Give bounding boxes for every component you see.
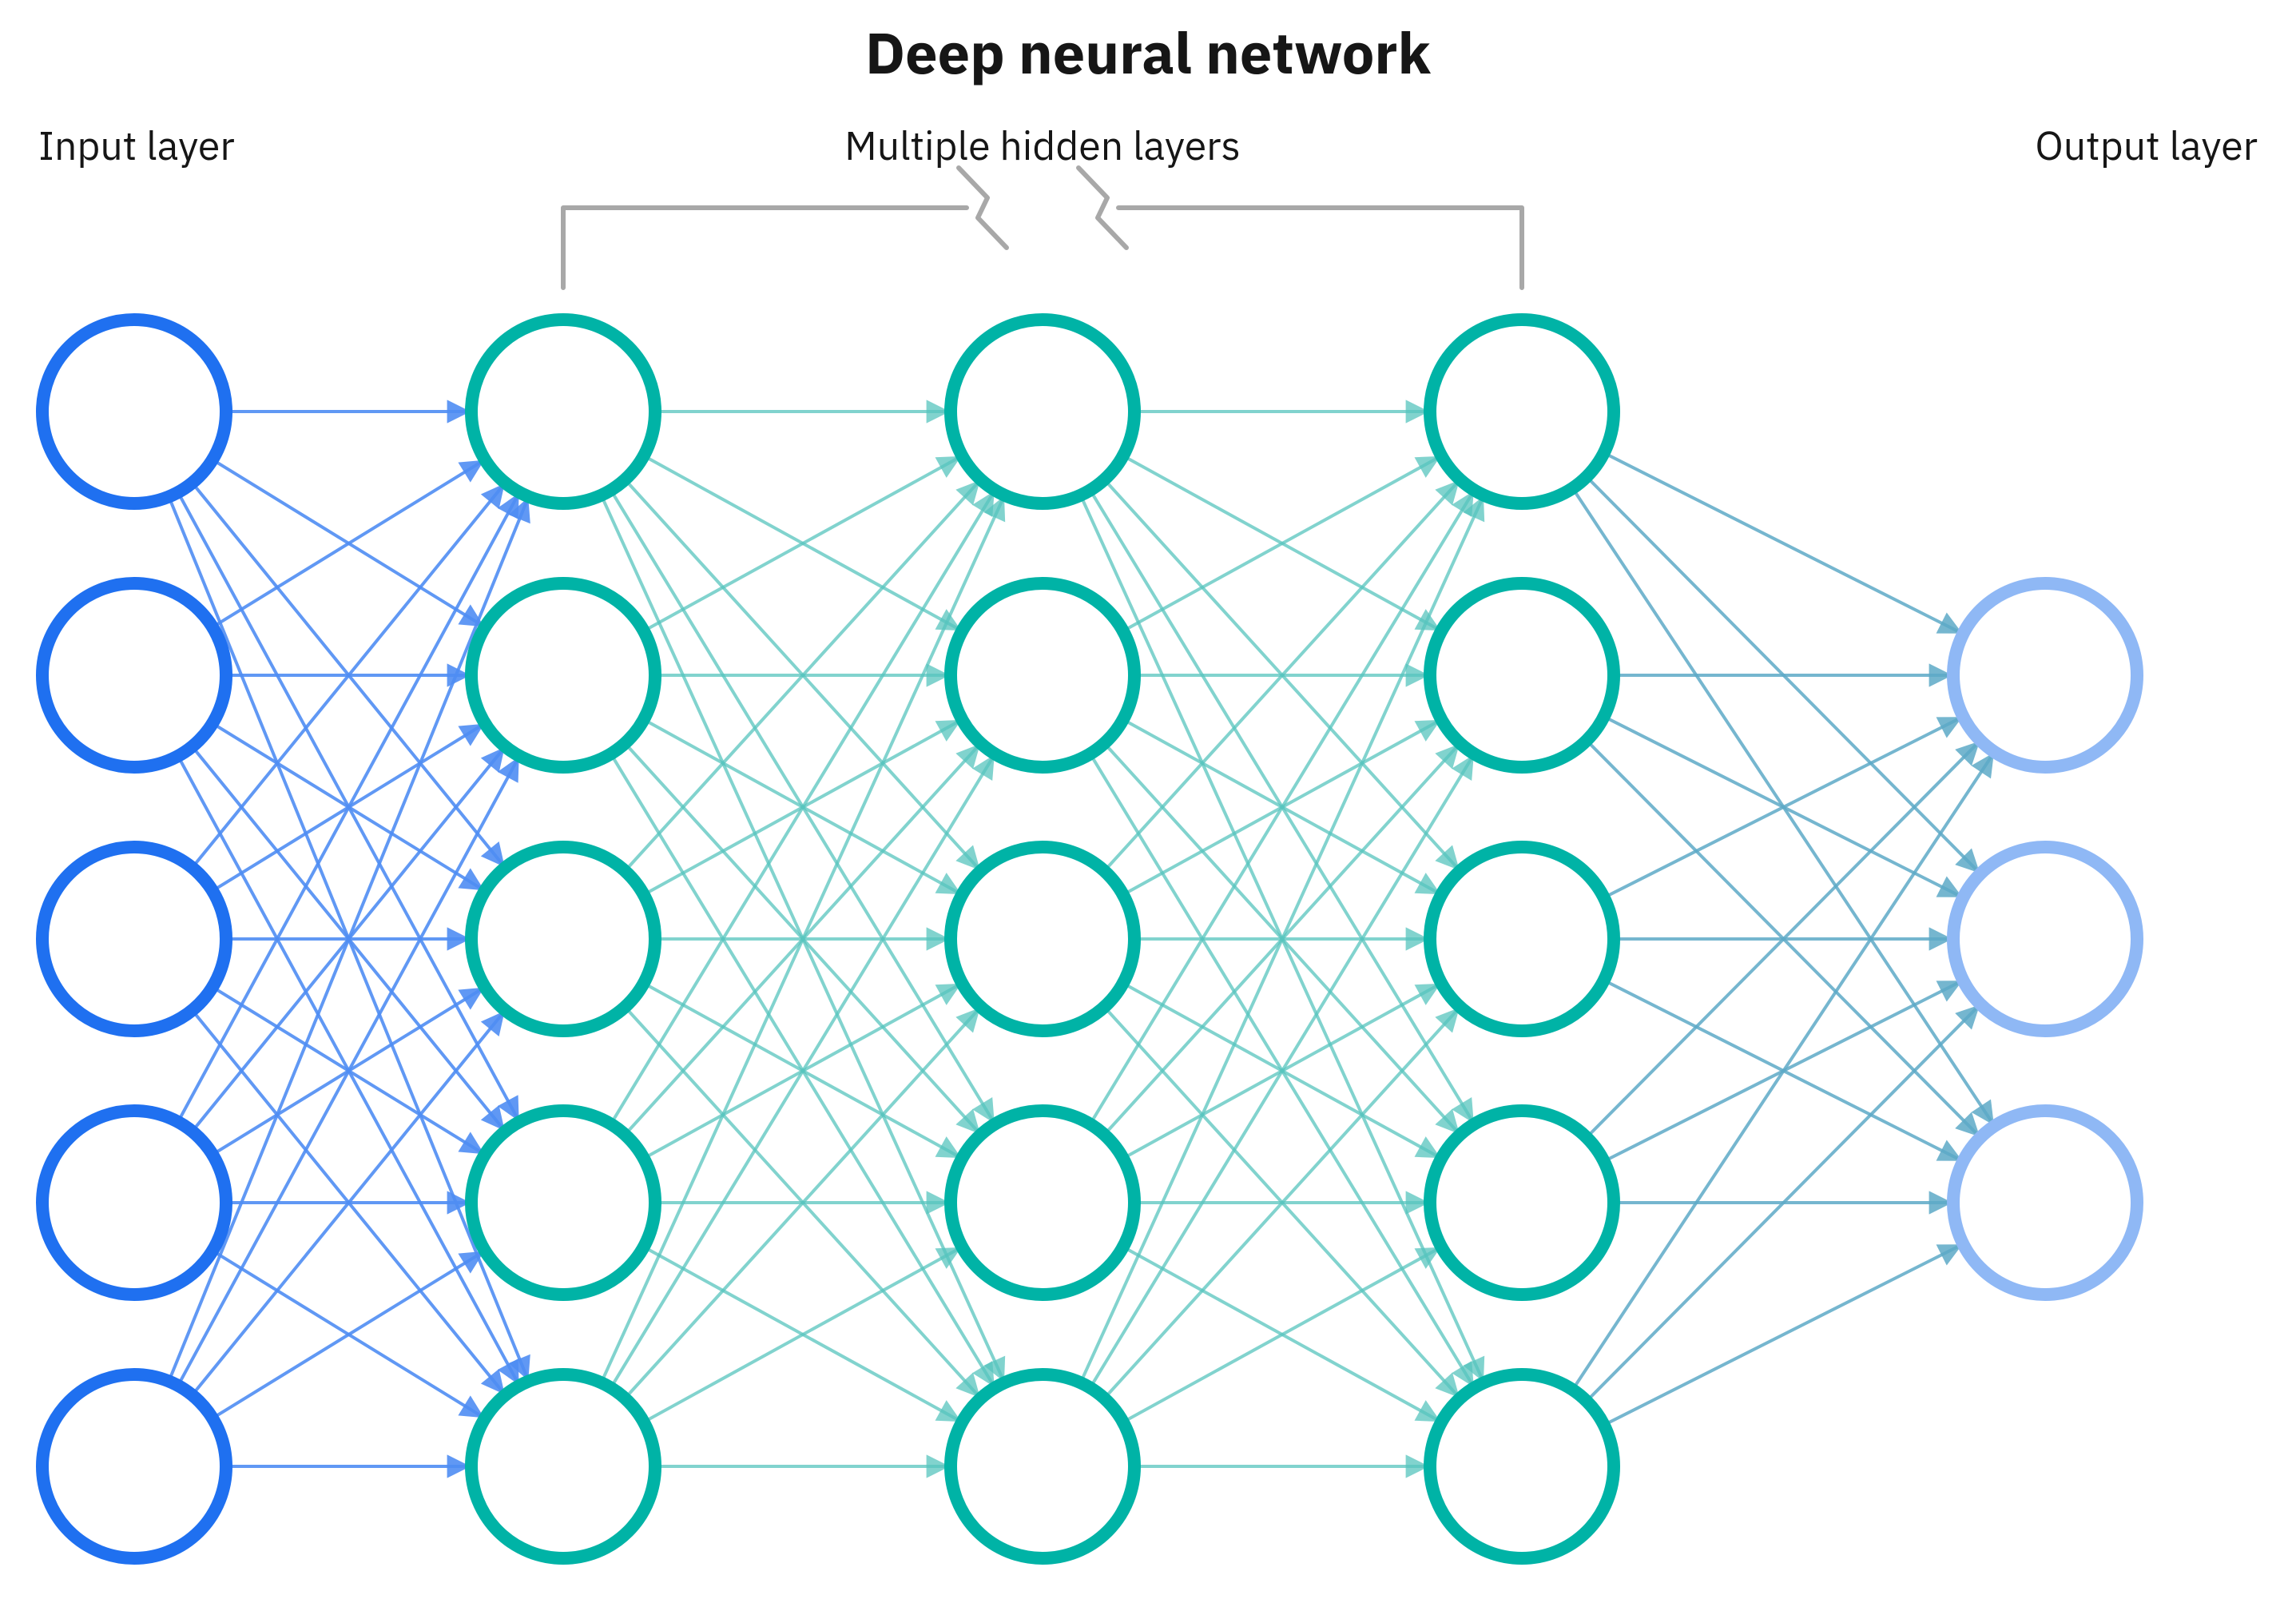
hidden-node — [1430, 1374, 1614, 1558]
hidden-node — [951, 1111, 1134, 1295]
hidden-node — [471, 320, 655, 503]
hidden-node — [951, 583, 1134, 767]
output-node — [1953, 1111, 2137, 1295]
hidden-node — [951, 847, 1134, 1031]
hidden-node — [471, 583, 655, 767]
edge — [1604, 1246, 1960, 1426]
hidden-node — [1430, 583, 1614, 767]
output-node — [1953, 847, 2137, 1031]
network-svg: Deep neural network Input layer Multiple h… — [0, 0, 2296, 1611]
layer-label-input: Input layer — [38, 119, 235, 171]
output-node — [1953, 583, 2137, 767]
hidden-node — [1430, 1111, 1614, 1295]
input-node — [42, 1111, 226, 1295]
hidden-node — [1430, 320, 1614, 503]
hidden-node — [951, 1374, 1134, 1558]
edge — [1604, 453, 1960, 633]
hidden-node — [471, 1111, 655, 1295]
input-node — [42, 1374, 226, 1558]
diagram-canvas: Deep neural network Input layer Multiple h… — [0, 0, 2296, 1611]
hidden-bracket — [563, 168, 1522, 288]
hidden-node — [951, 320, 1134, 503]
input-node — [42, 320, 226, 503]
layer-label-hidden: Multiple hidden layers — [844, 119, 1241, 171]
input-node — [42, 583, 226, 767]
diagram-title: Deep neural network — [865, 14, 1432, 90]
hidden-node — [471, 1374, 655, 1558]
hidden-node — [1430, 847, 1614, 1031]
edge — [1572, 754, 1992, 1390]
layer-label-output: Output layer — [2035, 119, 2258, 171]
hidden-node — [471, 847, 655, 1031]
input-node — [42, 847, 226, 1031]
